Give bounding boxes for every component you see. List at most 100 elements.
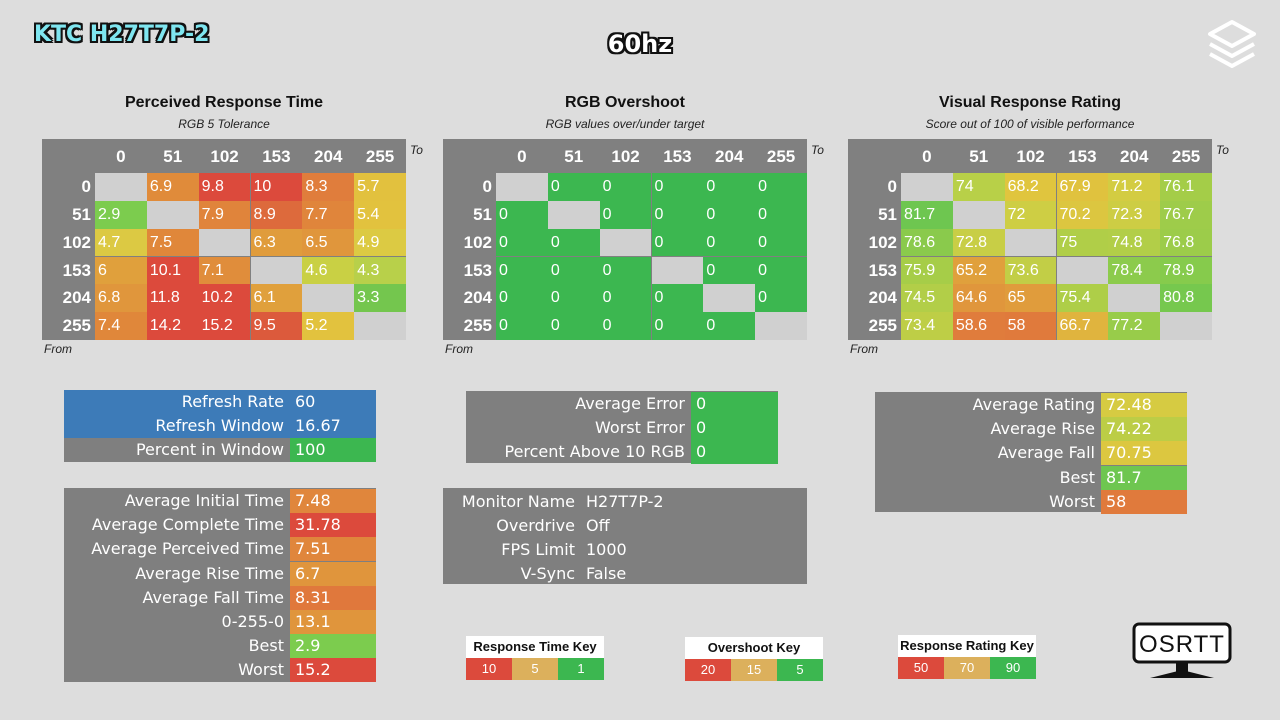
summary-label: Average Perceived Time (91, 539, 284, 559)
row-header: 0 (887, 177, 897, 196)
monitor-info-box: Monitor Name H27T7P-2 Overdrive Off FPS … (443, 488, 807, 584)
matrix-cell: 76.7 (1160, 200, 1212, 229)
panel-title: Perceived Response Time (124, 94, 324, 111)
row-header: 102 (463, 232, 492, 252)
panel-title: RGB Overshoot (564, 94, 685, 111)
summary-value: 15.2 (290, 658, 376, 683)
matrix-cell: 0 (496, 256, 548, 285)
matrix-cell (1108, 284, 1161, 313)
summary-row: Worst 15.2 (64, 658, 376, 683)
summary-row: Average Fall 70.75 (875, 441, 1187, 466)
overdrive-row: Overdrive Off (443, 514, 807, 538)
color-key: Overshoot Key 20 15 5 (685, 637, 823, 683)
from-label: From (44, 342, 72, 356)
summary-value: 7.48 (290, 489, 376, 513)
matrix-cell: 0 (496, 228, 548, 257)
monitor-icon: OSRTT (1132, 622, 1232, 678)
matrix-cell: 0 (651, 312, 704, 340)
matrix-cell (1004, 228, 1057, 257)
matrix-cell: 73.4 (901, 312, 953, 340)
summary-value: 81.7 (1101, 465, 1187, 490)
refresh-rate-value: 60 (295, 392, 316, 411)
key-title: Overshoot Key (685, 637, 823, 659)
matrix-cell: 0 (547, 284, 600, 313)
monitor-name-row: Monitor Name H27T7P-2 (443, 490, 807, 514)
matrix-cell: 0 (703, 256, 756, 285)
matrix-cell: 0 (703, 173, 756, 201)
matrix-cell: 66.7 (1056, 312, 1109, 340)
refresh-window-label: Refresh Window (155, 416, 284, 435)
matrix-cell: 0 (703, 228, 756, 257)
matrix-cell: 64.6 (952, 284, 1005, 313)
matrix-cell: 15.2 (198, 312, 251, 340)
average-error-value: 0 (691, 392, 778, 416)
summary-value: 70.75 (1101, 441, 1187, 466)
summary-row: Average Perceived Time 7.51 (64, 537, 376, 562)
matrix-cell: 74.8 (1108, 228, 1161, 257)
matrix-cell (901, 173, 953, 201)
matrix-cell: 78.4 (1108, 256, 1161, 285)
summary-row: Best 81.7 (875, 465, 1187, 490)
row-header: 204 (868, 288, 897, 308)
matrix-cell (146, 200, 199, 229)
matrix-cell: 6 (95, 256, 147, 285)
summary-value: 74.22 (1101, 417, 1187, 442)
column-header: 204 (715, 147, 744, 166)
summary-row: Average Fall Time 8.31 (64, 585, 376, 610)
row-header: 51 (878, 204, 897, 224)
matrix-cell: 0 (755, 228, 807, 257)
percent-above-label: Percent Above 10 RGB (504, 442, 685, 461)
response-matrix: 0 51 102 153 204 255 0 0 0 0 0 0 51 0 0 0 0 0 102 0 0 0 0 0 153 0… (443, 139, 807, 340)
percent-in-window-label: Percent in Window (135, 440, 284, 459)
row-header: 51 (473, 204, 492, 224)
matrix-cell: 7.1 (198, 256, 251, 285)
column-header: 51 (564, 147, 584, 166)
column-header: 102 (611, 147, 640, 166)
matrix-cell: 65 (1004, 284, 1057, 313)
summary-value: 72.48 (1101, 393, 1187, 417)
summary-label: Worst (238, 660, 284, 680)
column-header: 51 (163, 147, 183, 166)
matrix-cell: 75.9 (901, 256, 953, 285)
matrix-cell: 75 (1056, 228, 1109, 257)
refresh-label: 60hz (607, 30, 673, 58)
row-header: 0 (81, 177, 91, 196)
summary-value: 7.51 (290, 537, 376, 562)
row-header: 255 (868, 316, 897, 336)
matrix-cell: 81.7 (901, 200, 953, 229)
matrix-cell (755, 312, 807, 340)
color-key: Response Time Key 10 5 1 (466, 636, 604, 682)
matrix-cell: 11.8 (146, 284, 199, 313)
matrix-cell: 6.3 (250, 228, 303, 257)
matrix-cell: 0 (651, 200, 704, 229)
matrix-cell: 5.7 (354, 173, 406, 201)
matrix-cell: 78.6 (901, 228, 953, 257)
summary-row: Average Rating 72.48 (875, 393, 1187, 417)
row-header: 255 (62, 316, 91, 336)
summary-value: 6.7 (290, 561, 376, 586)
matrix-cell (703, 284, 756, 313)
matrix-cell: 76.1 (1160, 173, 1212, 201)
summary-label: Average Fall (997, 443, 1095, 463)
matrix-cell (1056, 256, 1109, 285)
summary-label: Best (1059, 467, 1095, 487)
matrix-cell (599, 228, 652, 257)
summary-label: Average Rise Time (135, 563, 284, 583)
matrix-cell (250, 256, 303, 285)
matrix-cell: 7.7 (302, 200, 355, 229)
percent-in-window-value: 100 (290, 438, 376, 462)
matrix-cell: 0 (651, 284, 704, 313)
matrix-cell: 3.3 (354, 284, 406, 313)
osrtt-logo-text: OSRTT (1139, 631, 1225, 658)
average-error-label: Average Error (575, 394, 685, 413)
matrix-cell: 0 (703, 200, 756, 229)
matrix-cell: 78.9 (1160, 256, 1212, 285)
percent-above-value: 0 (691, 440, 778, 464)
matrix-cell: 10.1 (146, 256, 199, 285)
matrix-cell: 8.9 (250, 200, 303, 229)
to-label: To (1216, 143, 1229, 157)
matrix-cell: 65.2 (952, 256, 1005, 285)
worst-error-label: Worst Error (595, 418, 685, 437)
summary-label: Average Initial Time (124, 491, 284, 510)
to-label: To (410, 143, 423, 157)
